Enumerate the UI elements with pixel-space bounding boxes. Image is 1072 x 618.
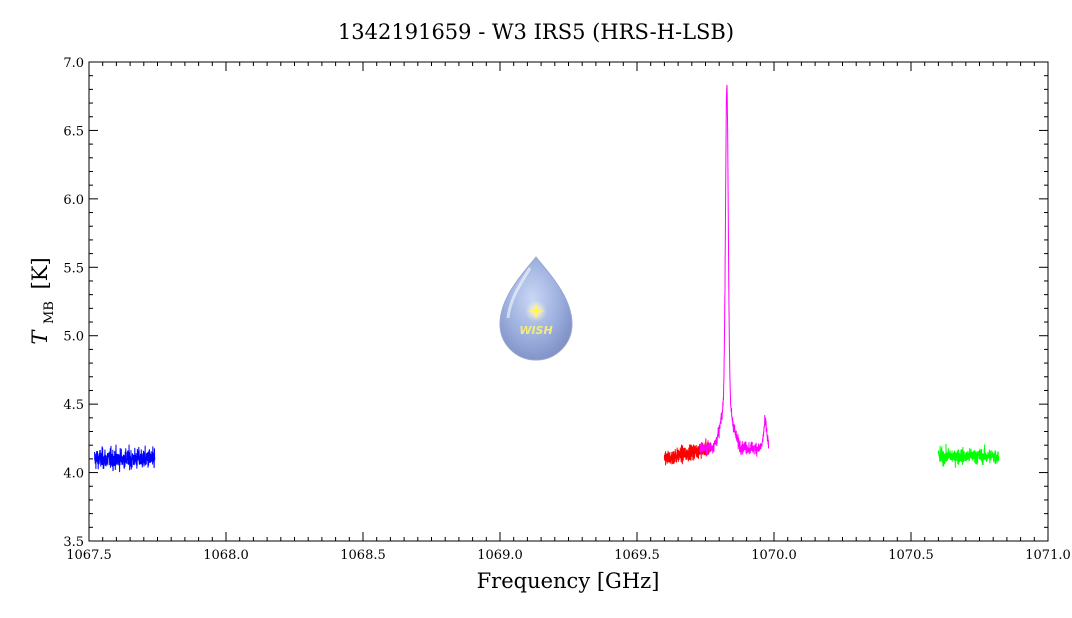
- x-tick-label: 1067.5: [66, 548, 112, 563]
- wish-logo: WISH: [499, 256, 573, 361]
- svg-text:T MB [K]: T MB [K]: [28, 257, 58, 344]
- y-axis-title-main: T: [28, 329, 52, 345]
- y-tick-label: 5.0: [63, 330, 84, 345]
- series-line-1: [93, 444, 156, 473]
- series-line-2: [663, 438, 712, 466]
- y-tick-label: 4.5: [63, 398, 84, 413]
- y-tick-label: 6.0: [63, 193, 84, 208]
- y-tick-label: 6.5: [63, 124, 84, 139]
- series-line-3: [699, 84, 770, 457]
- series-line-4: [937, 443, 1000, 468]
- x-tick-label: 1069.0: [477, 548, 523, 563]
- y-axis-title-unit: [K]: [28, 257, 52, 289]
- x-axis-title: Frequency [GHz]: [477, 569, 660, 593]
- y-axis-title: T MB [K]: [28, 257, 58, 344]
- chart-title: 1342191659 - W3 IRS5 (HRS-H-LSB): [338, 20, 734, 44]
- y-tick-label: 3.5: [63, 535, 84, 550]
- ticks-layer: 1067.5 1068.0 1068.5 1069.0 1069.5 1070.0 1070…: [63, 56, 1070, 563]
- x-tick-label: 1070.0: [751, 548, 797, 563]
- x-tick-label: 1068.5: [340, 548, 386, 563]
- logo-text: WISH: [519, 324, 552, 337]
- x-tick-label: 1071.0: [1025, 548, 1071, 563]
- plot-frame: [88, 61, 1049, 542]
- y-axis-title-sub: MB: [42, 301, 57, 324]
- series-layer: [93, 84, 1000, 473]
- y-tick-label: 4.0: [63, 467, 84, 482]
- y-tick-label: 5.5: [63, 261, 84, 276]
- x-tick-label: 1070.5: [888, 548, 934, 563]
- x-tick-label: 1068.0: [203, 548, 249, 563]
- x-tick-label: 1069.5: [614, 548, 660, 563]
- y-tick-label: 7.0: [63, 56, 84, 71]
